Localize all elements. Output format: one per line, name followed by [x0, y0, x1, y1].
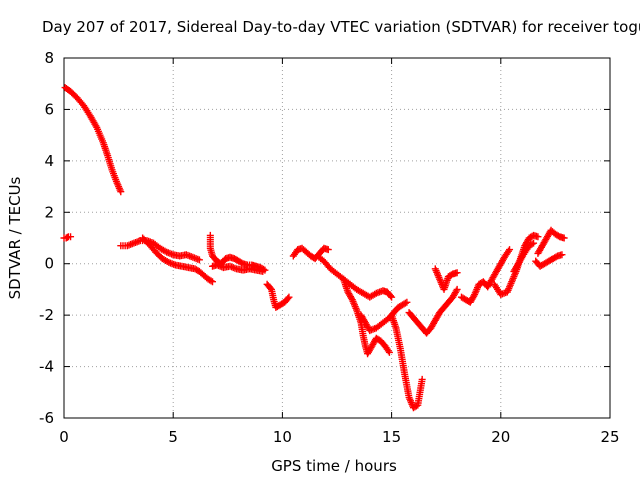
- data-point: [506, 246, 514, 254]
- data-points: [60, 84, 568, 412]
- data-point: [401, 299, 409, 307]
- x-tick-label: 25: [600, 428, 619, 446]
- data-point: [560, 234, 568, 242]
- data-point: [347, 294, 355, 302]
- data-point: [470, 292, 478, 300]
- y-tick-label: -2: [39, 306, 54, 324]
- y-tick-label: 0: [44, 255, 54, 273]
- y-tick-label: -6: [39, 409, 54, 427]
- data-point: [504, 247, 512, 255]
- data-point: [284, 294, 292, 302]
- y-tick-label: 2: [44, 203, 54, 221]
- data-point: [558, 251, 566, 259]
- y-tick-label: -4: [39, 358, 54, 376]
- grid: [64, 58, 610, 418]
- data-point: [387, 292, 395, 300]
- x-tick-label: 0: [59, 428, 69, 446]
- data-point: [285, 293, 293, 301]
- data-point: [67, 233, 75, 241]
- y-tick-label: 4: [44, 152, 54, 170]
- data-point: [528, 240, 536, 248]
- y-tick-labels: -6 -4 -2 0 2 4 6 8: [39, 49, 54, 427]
- y-tick-label: 8: [44, 49, 54, 67]
- data-point: [403, 298, 411, 306]
- data-point: [324, 246, 332, 254]
- data-point: [266, 284, 274, 292]
- data-point: [117, 188, 125, 196]
- data-point: [207, 277, 215, 285]
- data-point: [530, 239, 538, 247]
- data-point: [534, 233, 542, 241]
- chart-title: Day 207 of 2017, Sidereal Day-to-day VTE…: [42, 18, 640, 36]
- data-point: [453, 285, 461, 293]
- x-tick-labels: 0 5 10 15 20 25: [59, 428, 619, 446]
- x-tick-label: 20: [491, 428, 510, 446]
- data-point: [385, 348, 393, 356]
- data-point: [209, 278, 217, 286]
- x-tick-label: 5: [168, 428, 178, 446]
- data-point: [195, 256, 203, 264]
- data-point: [388, 293, 396, 301]
- data-point: [259, 267, 267, 275]
- y-tick-label: 6: [44, 100, 54, 118]
- data-point: [453, 269, 461, 277]
- y-axis-label: SDTVAR / TECUs: [6, 176, 24, 299]
- x-axis-label: GPS time / hours: [271, 457, 397, 475]
- x-tick-label: 10: [273, 428, 292, 446]
- data-point: [418, 375, 426, 383]
- x-tick-label: 15: [382, 428, 401, 446]
- data-point: [384, 347, 392, 355]
- data-point: [452, 287, 460, 295]
